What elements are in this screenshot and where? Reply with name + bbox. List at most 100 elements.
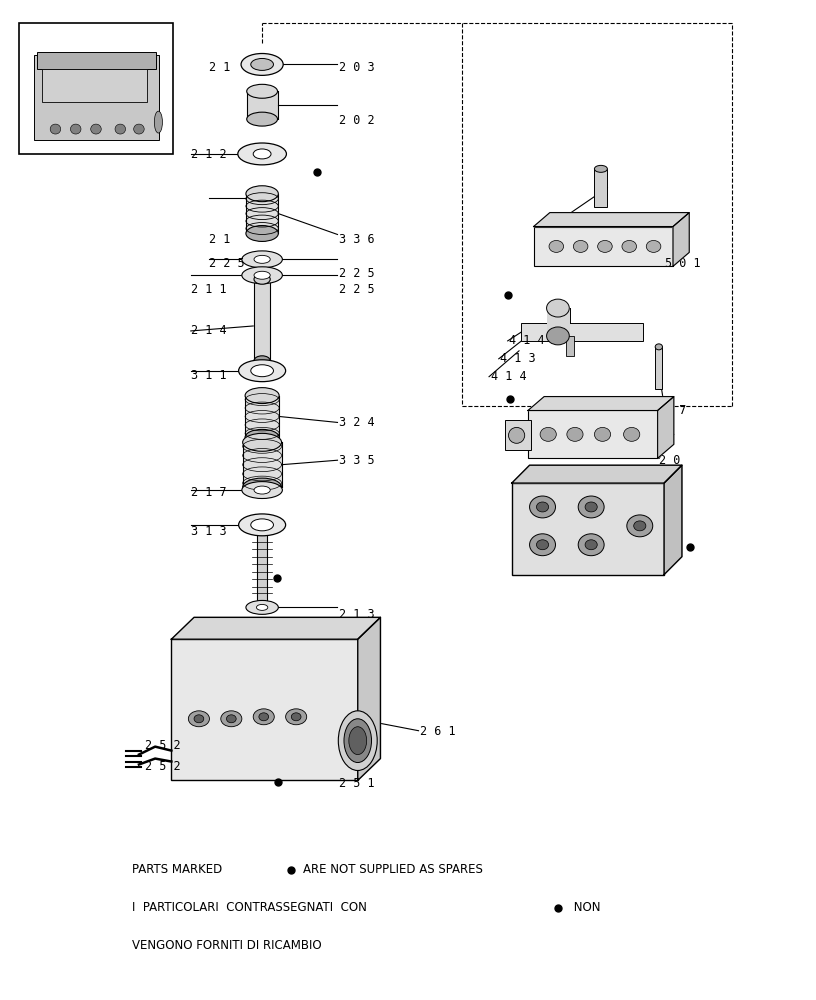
Ellipse shape — [348, 727, 366, 755]
Text: 2 0 2: 2 0 2 — [339, 114, 375, 127]
Ellipse shape — [256, 604, 268, 610]
Ellipse shape — [634, 521, 646, 531]
Polygon shape — [664, 465, 682, 575]
Text: 2 1 4: 2 1 4 — [191, 324, 226, 337]
Text: 3 1 1: 3 1 1 — [191, 369, 226, 382]
Ellipse shape — [286, 709, 307, 725]
Text: 2 1: 2 1 — [210, 61, 231, 74]
Polygon shape — [171, 617, 380, 639]
Bar — [245, 396, 279, 437]
Ellipse shape — [508, 427, 525, 443]
Polygon shape — [673, 213, 690, 266]
Ellipse shape — [547, 327, 570, 345]
Ellipse shape — [254, 255, 270, 263]
Bar — [528, 410, 658, 458]
Ellipse shape — [246, 186, 278, 202]
Text: 3 3 5: 3 3 5 — [339, 454, 375, 467]
Ellipse shape — [254, 274, 270, 284]
Ellipse shape — [238, 360, 286, 382]
Ellipse shape — [344, 719, 371, 763]
Ellipse shape — [655, 344, 663, 350]
Text: 3 2 4: 3 2 4 — [339, 416, 375, 429]
Bar — [242, 442, 282, 487]
Ellipse shape — [623, 427, 640, 441]
Bar — [171, 639, 357, 780]
Ellipse shape — [622, 240, 636, 252]
Text: 2 5 2: 2 5 2 — [144, 760, 180, 773]
Ellipse shape — [188, 711, 210, 727]
Ellipse shape — [251, 519, 273, 531]
Ellipse shape — [154, 111, 162, 133]
Polygon shape — [357, 617, 380, 780]
Ellipse shape — [241, 53, 283, 75]
Ellipse shape — [536, 502, 548, 512]
Bar — [534, 227, 673, 266]
Polygon shape — [658, 397, 674, 458]
Ellipse shape — [91, 124, 101, 134]
Text: 3 1 3: 3 1 3 — [191, 525, 226, 538]
Ellipse shape — [221, 711, 242, 727]
Bar — [33, 55, 159, 140]
Bar — [505, 420, 531, 450]
Bar — [594, 169, 607, 207]
Ellipse shape — [237, 143, 286, 165]
Ellipse shape — [291, 713, 301, 721]
Text: I  PARTICOLARI  CONTRASSEGNATI  CON: I PARTICOLARI CONTRASSEGNATI CON — [132, 901, 371, 914]
Text: 2 2 5: 2 2 5 — [339, 267, 375, 280]
Ellipse shape — [70, 124, 81, 134]
Text: 2 1 2: 2 1 2 — [191, 148, 226, 161]
Text: 2 2 5: 2 2 5 — [210, 257, 245, 270]
Ellipse shape — [253, 149, 271, 159]
Ellipse shape — [627, 515, 653, 537]
Bar — [548, 308, 570, 336]
Bar — [246, 91, 277, 119]
Ellipse shape — [594, 165, 607, 172]
Ellipse shape — [547, 299, 570, 317]
Text: 4 1 4: 4 1 4 — [509, 334, 545, 347]
Polygon shape — [512, 465, 682, 483]
Ellipse shape — [245, 388, 279, 404]
Ellipse shape — [51, 124, 60, 134]
Ellipse shape — [646, 240, 661, 252]
Ellipse shape — [242, 478, 282, 496]
Text: 2 1 3: 2 1 3 — [339, 608, 375, 621]
Ellipse shape — [567, 427, 583, 441]
Ellipse shape — [246, 112, 277, 126]
Ellipse shape — [242, 433, 282, 451]
Ellipse shape — [227, 715, 236, 723]
Ellipse shape — [579, 496, 604, 518]
Text: 4 1 3: 4 1 3 — [500, 352, 536, 365]
Text: 5 0 1: 5 0 1 — [665, 257, 700, 270]
Text: 2 0 3: 2 0 3 — [339, 61, 375, 74]
Ellipse shape — [134, 124, 144, 134]
Text: 2 6 1: 2 6 1 — [420, 725, 456, 738]
Ellipse shape — [254, 356, 270, 366]
Polygon shape — [534, 213, 690, 227]
Ellipse shape — [242, 482, 282, 499]
Text: 4 1 4: 4 1 4 — [491, 370, 527, 383]
Ellipse shape — [251, 365, 273, 377]
Text: NON: NON — [570, 901, 601, 914]
Ellipse shape — [339, 711, 377, 770]
Ellipse shape — [254, 486, 270, 494]
Polygon shape — [528, 397, 674, 410]
Text: 3 3 6: 3 3 6 — [339, 233, 375, 246]
Ellipse shape — [246, 600, 278, 614]
Ellipse shape — [253, 709, 274, 725]
Ellipse shape — [530, 496, 556, 518]
Bar — [254, 279, 270, 361]
Bar — [246, 194, 278, 233]
Text: PARTS MARKED: PARTS MARKED — [132, 863, 227, 876]
Bar — [19, 23, 173, 154]
Bar — [521, 323, 643, 341]
Bar — [566, 336, 574, 356]
Ellipse shape — [242, 251, 282, 268]
Ellipse shape — [540, 427, 557, 441]
Text: 2 1: 2 1 — [210, 233, 231, 246]
Text: 2 1 7: 2 1 7 — [191, 486, 226, 499]
Ellipse shape — [579, 534, 604, 556]
Ellipse shape — [549, 240, 564, 252]
Ellipse shape — [597, 240, 612, 252]
Ellipse shape — [115, 124, 126, 134]
Ellipse shape — [246, 226, 278, 241]
